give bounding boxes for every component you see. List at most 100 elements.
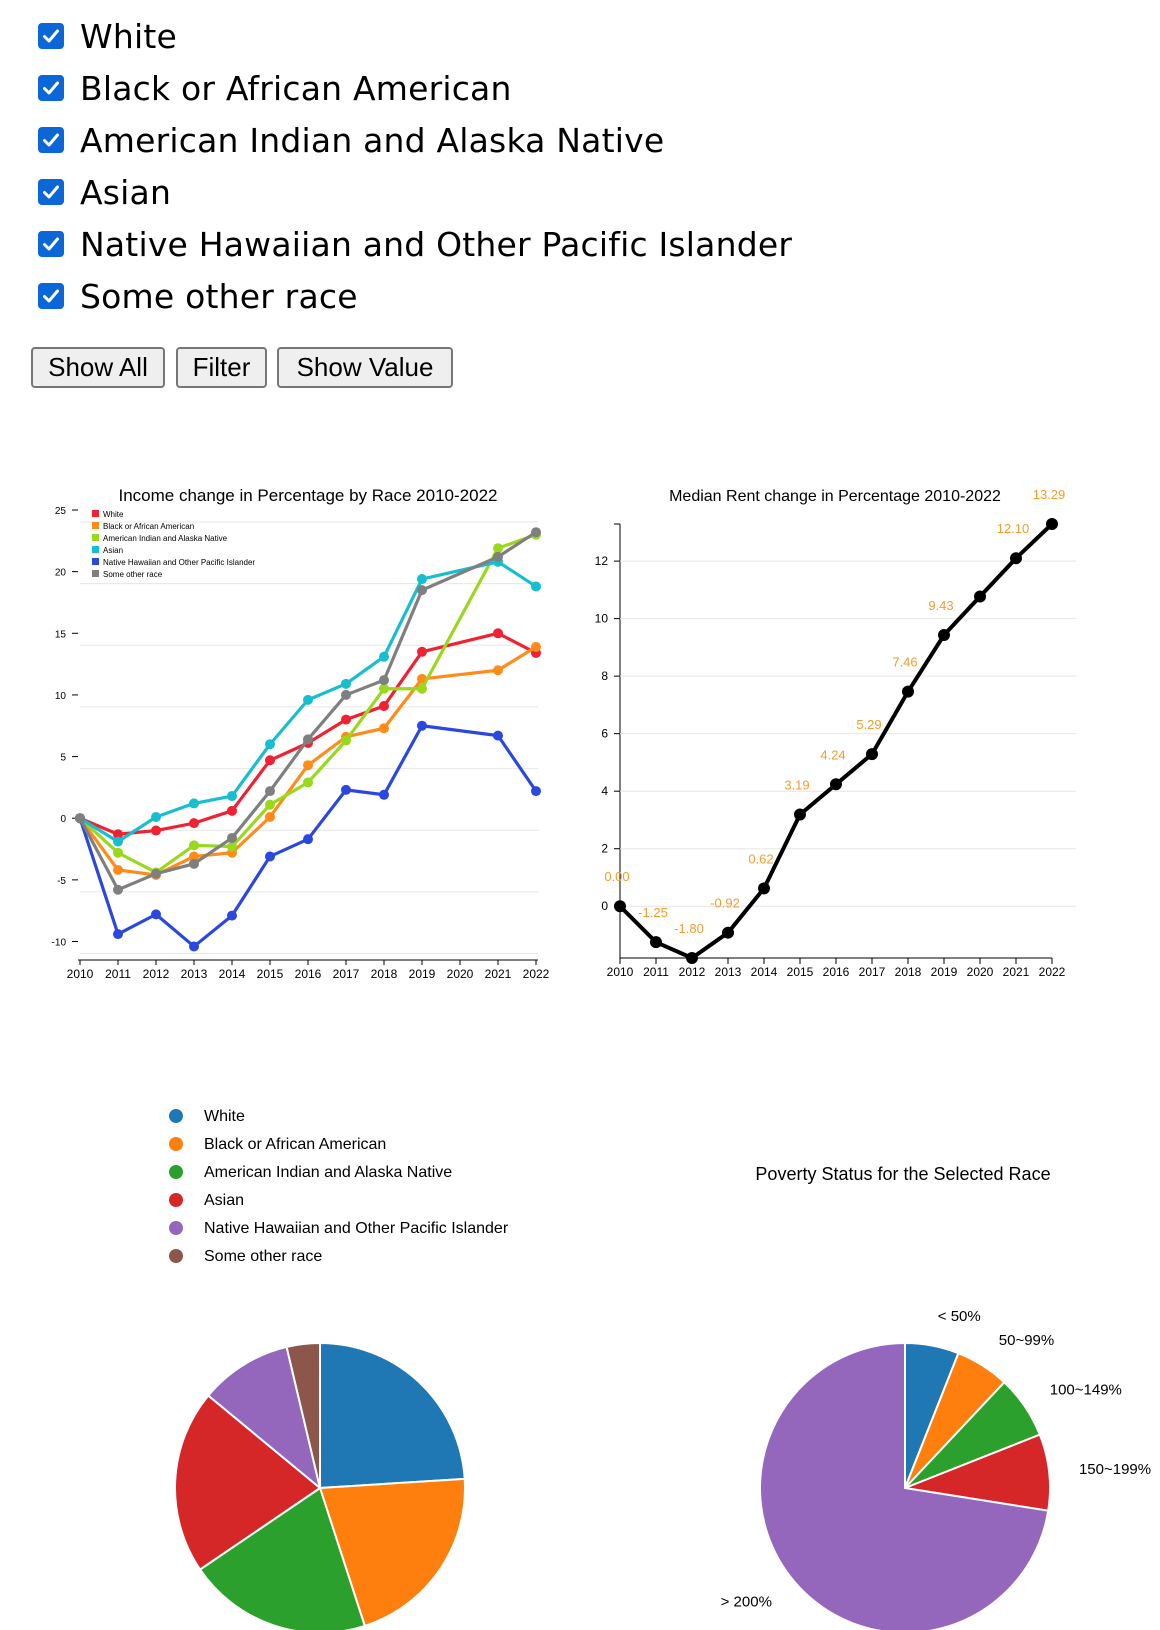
data-point <box>1010 552 1022 565</box>
legend-label: White <box>103 510 124 519</box>
data-point <box>341 689 351 700</box>
data-point <box>531 527 541 538</box>
data-point <box>341 678 351 689</box>
data-point <box>227 832 237 843</box>
x-tick-label: 2011 <box>105 967 131 981</box>
data-point <box>938 629 950 642</box>
y-tick-label: 0 <box>60 814 66 825</box>
data-point <box>341 784 351 795</box>
data-label: 0.00 <box>604 869 629 884</box>
race-label: White <box>80 16 177 56</box>
race-checkbox[interactable] <box>38 127 64 153</box>
data-point <box>493 628 503 639</box>
chart-title: Poverty Status for the Selected Race <box>755 1164 1050 1184</box>
series-line <box>78 530 537 892</box>
x-tick-label: 2019 <box>409 967 436 981</box>
x-tick-label: 2022 <box>1039 965 1066 979</box>
legend-label: Asian <box>103 546 123 555</box>
data-label: 7.46 <box>892 655 917 670</box>
legend-swatch <box>92 546 99 553</box>
race-option-american-indian[interactable]: American Indian and Alaska Native <box>38 120 664 160</box>
data-point <box>794 808 806 821</box>
x-tick-label: 2018 <box>371 967 398 981</box>
data-point <box>113 884 123 895</box>
legend-swatch <box>169 1249 183 1263</box>
data-point <box>379 789 389 800</box>
x-tick-label: 2016 <box>295 967 322 981</box>
race-option-white[interactable]: White <box>38 16 177 56</box>
data-point <box>113 929 123 940</box>
legend-swatch <box>92 522 99 529</box>
data-point <box>265 811 275 822</box>
data-point <box>113 836 123 847</box>
y-tick-label: 8 <box>601 669 608 683</box>
race-checkbox[interactable] <box>38 23 64 49</box>
data-point <box>265 755 275 766</box>
checkmark-icon <box>43 133 59 147</box>
legend-swatch <box>92 570 99 577</box>
data-point <box>379 683 389 694</box>
race-option-black[interactable]: Black or African American <box>38 68 512 108</box>
x-tick-label: 2011 <box>643 965 669 979</box>
data-point <box>531 641 541 652</box>
race-label: Native Hawaiian and Other Pacific Island… <box>80 224 793 264</box>
data-point <box>650 936 662 949</box>
race-checkbox[interactable] <box>38 283 64 309</box>
race-label: Asian <box>80 172 172 212</box>
data-point <box>379 723 389 734</box>
series-line <box>78 724 538 949</box>
race-option-native-hawaiian[interactable]: Native Hawaiian and Other Pacific Island… <box>38 224 792 264</box>
data-point <box>830 778 842 791</box>
pie-slice <box>206 1345 322 1491</box>
checkmark-icon <box>43 289 59 303</box>
data-point <box>303 694 313 705</box>
x-tick-label: 2019 <box>931 965 958 979</box>
data-label: 12.10 <box>997 521 1030 536</box>
data-point <box>227 910 237 921</box>
x-tick-label: 2014 <box>219 967 246 981</box>
data-point <box>866 748 878 761</box>
data-point <box>265 786 275 797</box>
data-point <box>151 868 161 879</box>
data-point <box>151 825 161 836</box>
y-tick-label: 10 <box>595 612 609 626</box>
data-point <box>227 805 237 816</box>
slice-label: > 200% <box>721 1594 772 1611</box>
race-pie-chart: White Black or African American American I… <box>169 1108 509 1630</box>
data-point <box>974 590 986 603</box>
data-point <box>189 851 199 862</box>
poverty-pie-chart: Poverty Status for the Selected Race < 50… <box>721 1164 1151 1630</box>
series-line <box>78 533 537 875</box>
x-tick-label: 2010 <box>67 967 94 981</box>
y-tick-label: -5 <box>57 876 66 887</box>
series-line <box>79 631 537 836</box>
show-value-button[interactable]: Show Value <box>277 347 453 388</box>
show-all-button[interactable]: Show All <box>31 347 165 388</box>
data-label: 4.24 <box>820 747 845 762</box>
data-point <box>379 675 389 686</box>
series-line <box>78 645 537 877</box>
race-checkbox[interactable] <box>38 231 64 257</box>
race-checkbox[interactable] <box>38 179 64 205</box>
legend-label: Native Hawaiian and Other Pacific Island… <box>204 1220 509 1237</box>
race-checkbox[interactable] <box>38 75 64 101</box>
data-point <box>417 646 427 657</box>
data-label: 3.19 <box>784 777 809 792</box>
series-line <box>79 560 537 844</box>
checkmark-icon <box>43 185 59 199</box>
data-point <box>151 811 161 822</box>
data-label: 5.29 <box>856 717 881 732</box>
race-label: Some other race <box>80 276 358 316</box>
legend-swatch <box>169 1109 183 1123</box>
x-tick-label: 2012 <box>143 967 170 981</box>
race-option-asian[interactable]: Asian <box>38 172 171 212</box>
data-point <box>531 786 541 797</box>
data-point <box>113 829 123 840</box>
x-tick-label: 2014 <box>751 965 778 979</box>
filter-button[interactable]: Filter <box>176 347 267 388</box>
pie-slice <box>198 1486 367 1630</box>
x-tick-label: 2015 <box>787 965 814 979</box>
series-line <box>618 522 1054 960</box>
data-point <box>758 882 770 895</box>
race-option-some-other[interactable]: Some other race <box>38 276 358 316</box>
